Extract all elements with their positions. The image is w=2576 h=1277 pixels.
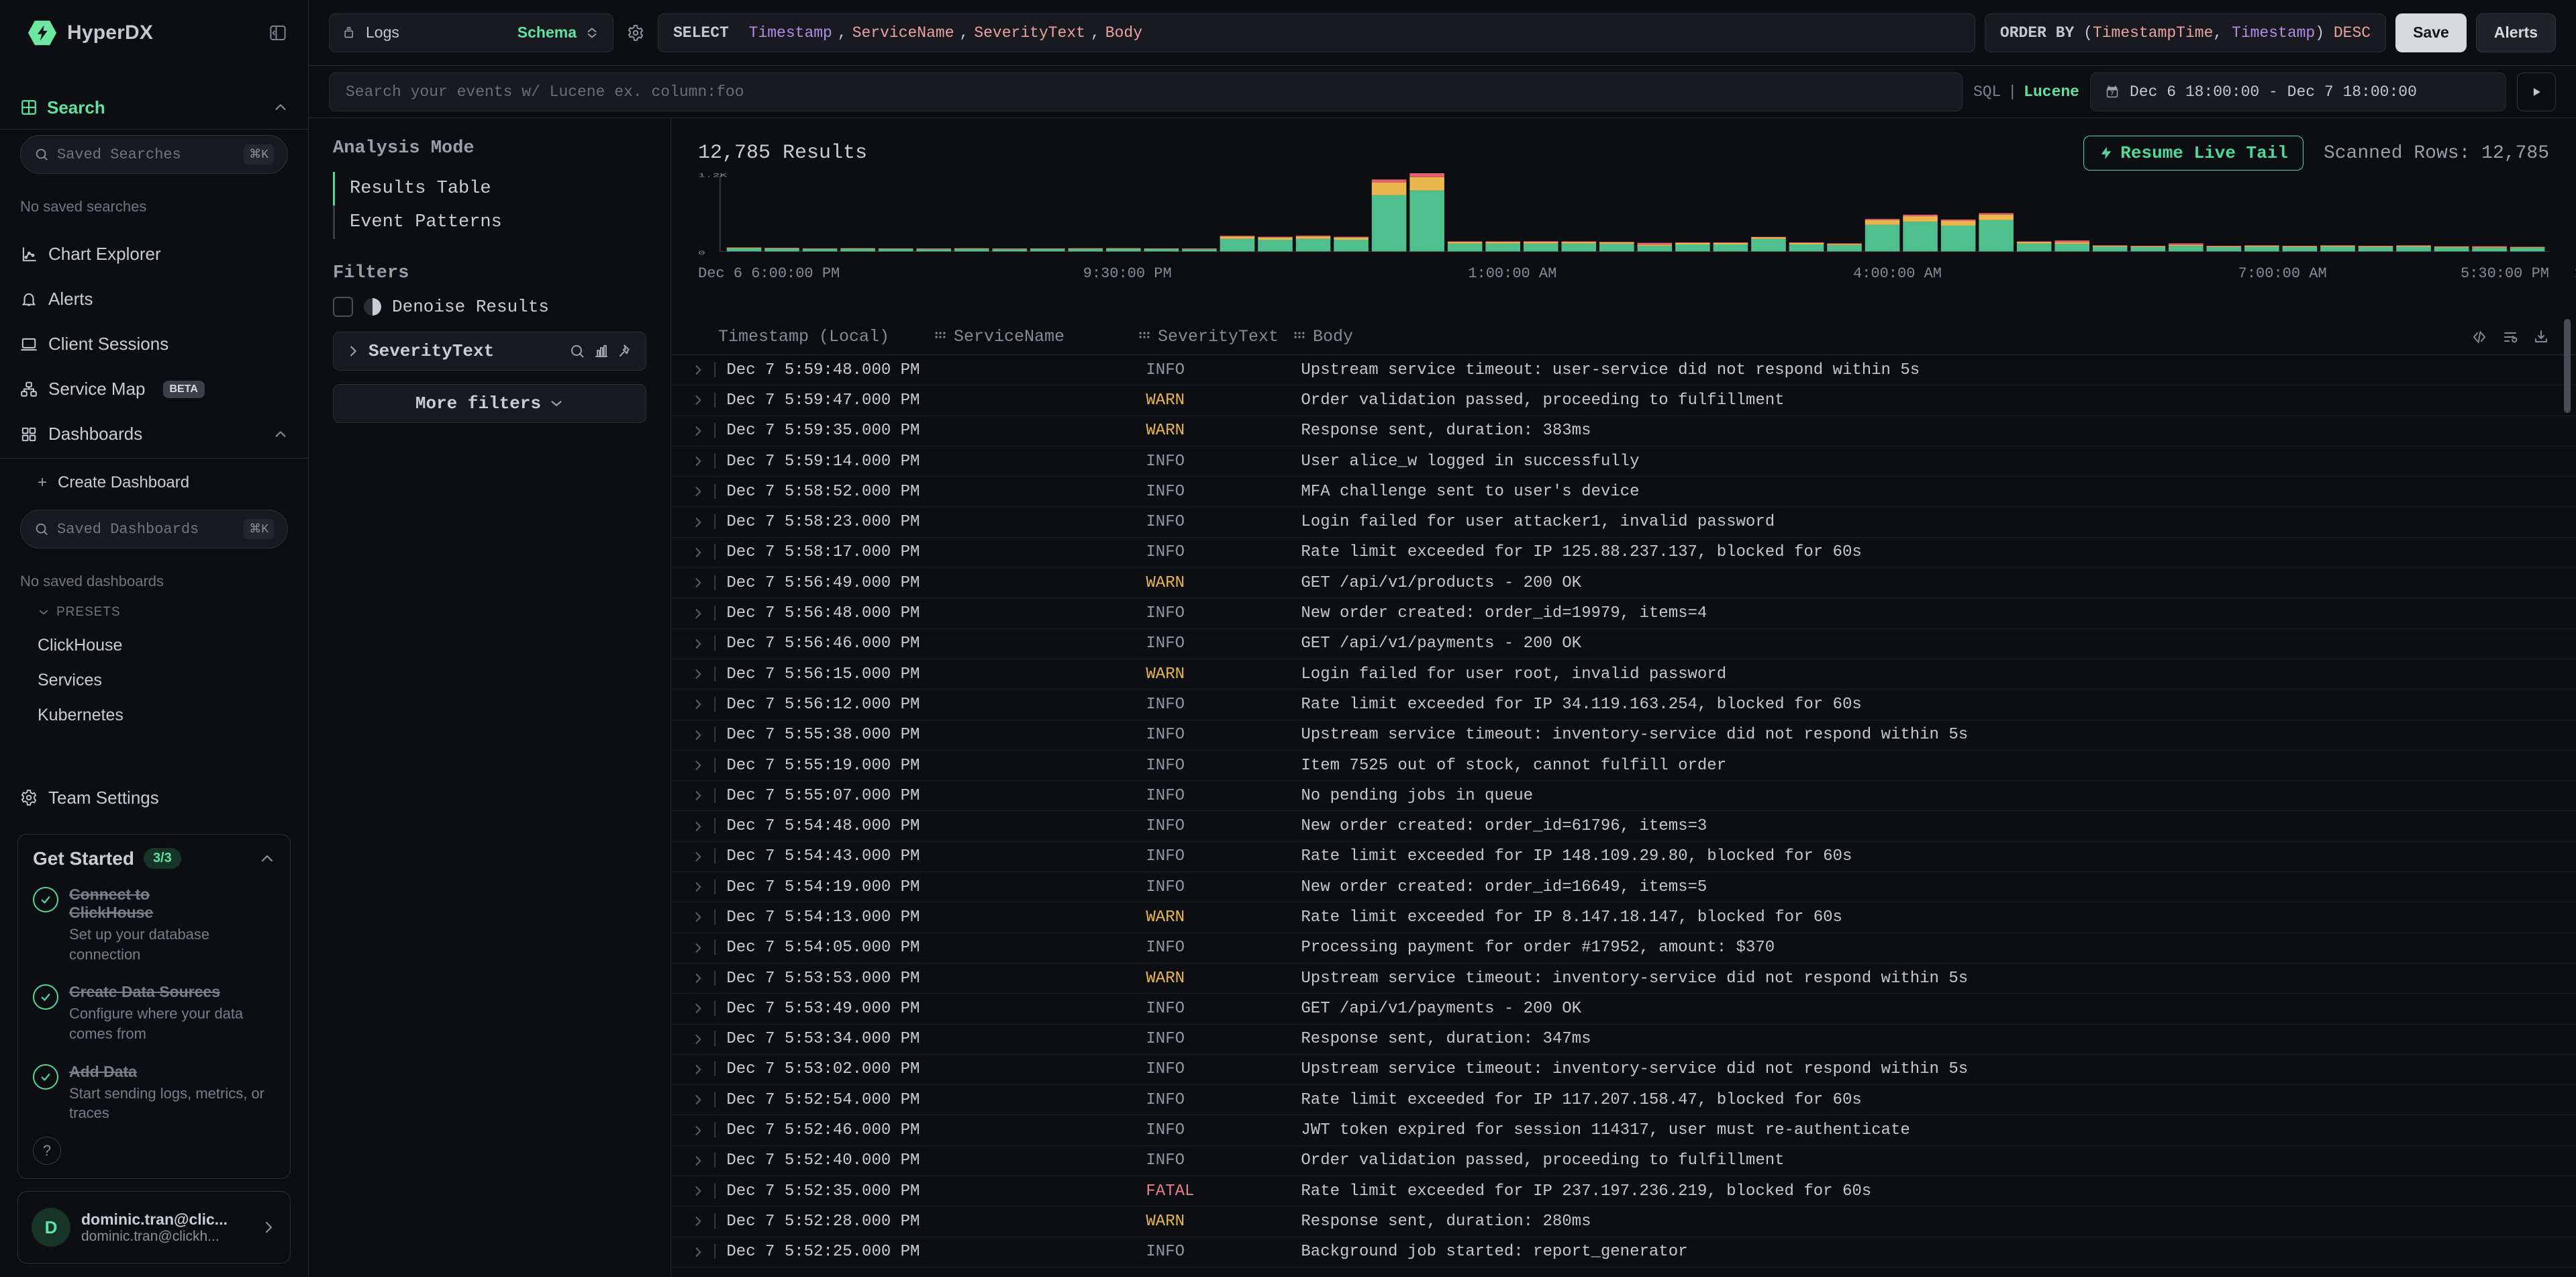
svg-text:0: 0 bbox=[698, 250, 705, 256]
svg-text:1.2K: 1.2K bbox=[698, 173, 728, 179]
svg-text:7: 7 bbox=[2111, 89, 2114, 96]
